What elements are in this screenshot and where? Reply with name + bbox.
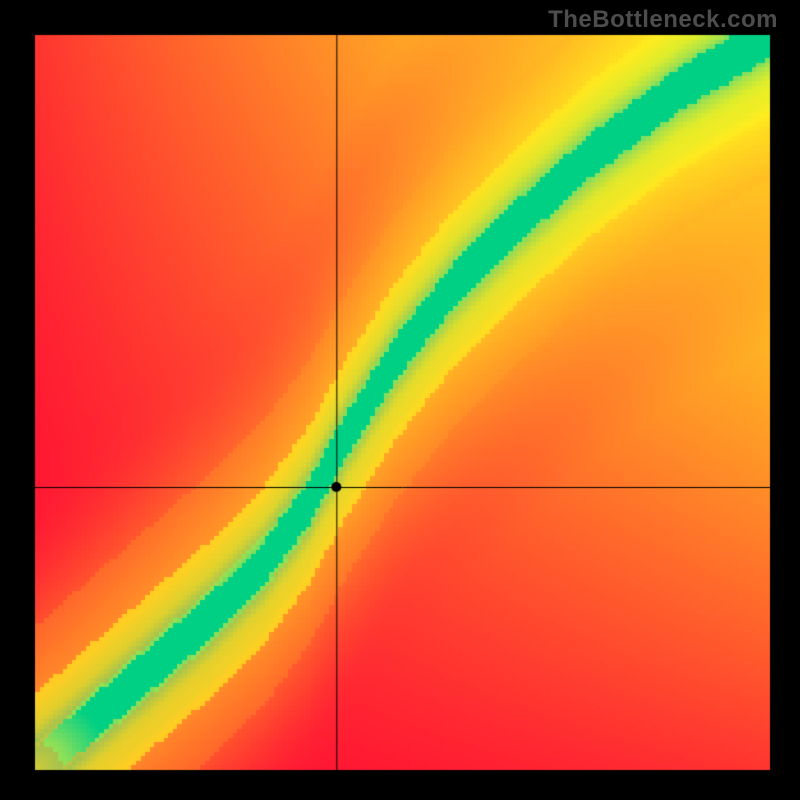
bottleneck-heatmap — [0, 0, 800, 800]
watermark-text: TheBottleneck.com — [548, 6, 778, 34]
chart-stage: TheBottleneck.com — [0, 0, 800, 800]
